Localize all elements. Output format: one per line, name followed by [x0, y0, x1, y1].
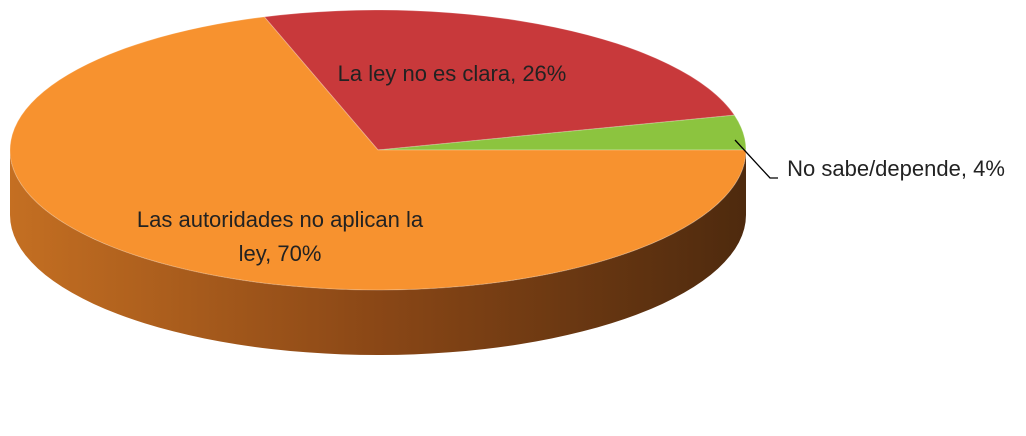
- value-label: 4%: [973, 156, 1005, 181]
- value-label: 26%: [522, 61, 567, 86]
- slice: [9, 16, 747, 291]
- category-label: Las autoridades no aplican la ley,: [136, 207, 424, 266]
- value-label: 70%: [277, 241, 322, 266]
- leader-line: [734, 139, 778, 179]
- slice-label: No sabe/depende, 4%: [770, 152, 1022, 186]
- slice-label: La ley no es clara, 26%: [322, 57, 582, 91]
- slice-label: Las autoridades no aplican la ley, 70%: [120, 203, 440, 271]
- slice-side: [10, 150, 746, 355]
- slice: [377, 114, 747, 151]
- category-label: No sabe/depende,: [787, 156, 967, 181]
- category-label: La ley no es clara,: [337, 61, 517, 86]
- slice: [263, 9, 736, 151]
